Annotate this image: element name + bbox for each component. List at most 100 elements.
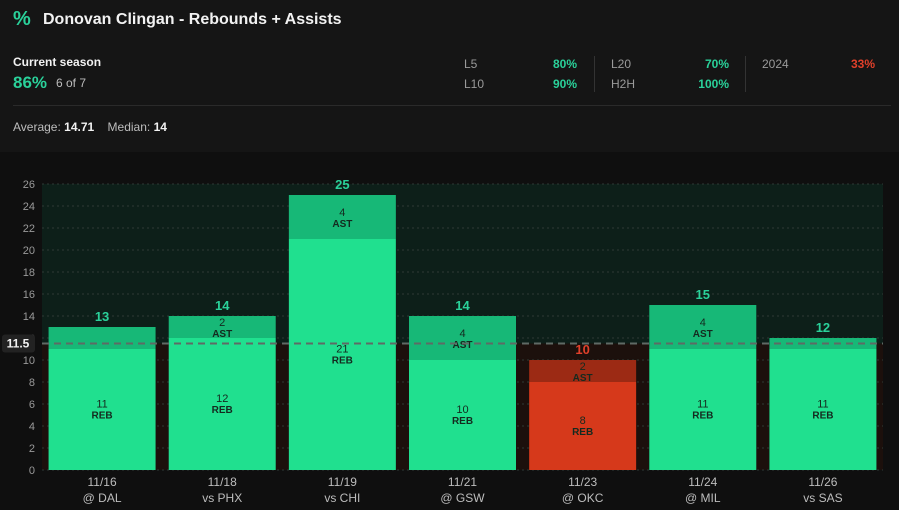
reb-series-label: REB [812, 411, 833, 422]
total-value-label: 13 [95, 309, 109, 324]
bar-segment-ast [529, 360, 637, 382]
reb-series-label: REB [692, 411, 713, 422]
title-row: % Donovan Clingan - Rebounds + Assists [13, 8, 342, 31]
average-value: 14.71 [64, 120, 95, 134]
ast-value-label: 4 [459, 328, 465, 340]
reb-value-label: 10 [456, 404, 468, 416]
y-tick-label: 4 [29, 421, 35, 433]
bar-segment-reb [409, 360, 516, 470]
x-tick-opponent: vs SAS [803, 491, 842, 505]
bar-segment-ast [168, 316, 276, 338]
total-value-label: 14 [215, 298, 230, 313]
split-divider [594, 56, 595, 92]
y-tick-label: 26 [23, 179, 35, 191]
reb-value-label: 11 [697, 399, 708, 411]
reb-value-label: 11 [817, 399, 828, 411]
page-title: Donovan Clingan - Rebounds + Assists [43, 10, 342, 28]
reb-series-label: REB [332, 356, 353, 367]
x-tick-opponent: vs PHX [202, 491, 242, 505]
y-tick-label: 18 [23, 267, 35, 279]
bar-segment-reb [769, 349, 877, 470]
total-value-label: 10 [575, 342, 589, 357]
split-h2h-value: 100% [698, 77, 729, 91]
y-tick-label: 16 [23, 289, 35, 301]
y-tick-label: 2 [29, 443, 35, 455]
reb-value-label: 12 [216, 393, 228, 405]
reb-value-label: 8 [580, 415, 586, 427]
reb-value-label: 11 [96, 399, 107, 411]
season-hit-count: 6 of 7 [56, 76, 87, 90]
threshold-badge [2, 334, 35, 353]
bar-segment-ast [409, 316, 516, 360]
median-value: 14 [153, 120, 167, 134]
x-tick-date: 11/16 [88, 475, 117, 489]
average-label: Average: [13, 120, 61, 134]
split-divider [745, 56, 746, 92]
reb-series-label: REB [92, 411, 113, 422]
split-l10-value: 90% [552, 77, 577, 91]
bar-segment-reb [48, 349, 156, 470]
summary-panel: % Donovan Clingan - Rebounds + Assists C… [0, 0, 899, 152]
ast-series-label: AST [212, 329, 232, 340]
split-2024-label: 2024 [762, 57, 789, 71]
ast-value-label: 4 [700, 317, 706, 329]
average-median-row: Average: 14.71 Median: 14 [13, 120, 167, 134]
reb-series-label: REB [452, 416, 473, 427]
divider [13, 105, 891, 106]
split-2024-value: 33% [850, 57, 875, 71]
x-tick-opponent: @ DAL [83, 491, 122, 505]
split-h2h-label: H2H [611, 77, 636, 91]
ast-series-label: AST [453, 340, 473, 351]
ast-series-label: AST [332, 219, 352, 230]
x-tick-opponent: @ GSW [440, 491, 485, 505]
y-tick-label: 8 [29, 377, 35, 389]
bar-segment-ast [288, 195, 396, 239]
median-label: Median: [107, 120, 151, 134]
reb-series-label: REB [212, 405, 233, 416]
bar-segment-reb [168, 338, 276, 470]
total-value-label: 15 [696, 287, 710, 302]
x-tick-opponent: vs CHI [324, 491, 360, 505]
x-tick-date: 11/21 [448, 475, 477, 489]
reb-value-label: 21 [336, 344, 348, 356]
bar-segment-reb [288, 239, 396, 470]
ast-value-label: 4 [339, 207, 345, 219]
split-l5-value: 80% [552, 57, 577, 71]
split-l5-label: L5 [464, 57, 478, 71]
x-tick-date: 11/24 [688, 475, 717, 489]
threshold-label: 11.5 [7, 337, 30, 351]
y-tick-label: 0 [29, 465, 35, 477]
total-value-label: 12 [816, 320, 830, 335]
split-l20-label: L20 [611, 57, 632, 71]
x-tick-opponent: @ MIL [685, 491, 721, 505]
bar-chart: 0246810121416182022242611REB1311/16@ DAL… [2, 177, 883, 505]
split-l20-value: 70% [704, 57, 729, 71]
season-label: Current season [13, 55, 102, 69]
x-tick-date: 11/26 [808, 475, 837, 489]
y-tick-label: 10 [23, 355, 35, 367]
season-hit-rate: 86% [13, 73, 48, 92]
total-value-label: 14 [455, 298, 470, 313]
bar-segment-ast [649, 305, 757, 349]
bar-segment-reb [649, 349, 757, 470]
y-tick-label: 14 [23, 311, 35, 323]
x-tick-opponent: @ OKC [562, 491, 604, 505]
x-tick-date: 11/18 [208, 475, 237, 489]
bar-segment-ast [48, 327, 156, 349]
y-tick-label: 20 [23, 245, 35, 257]
reb-series-label: REB [572, 427, 593, 438]
y-tick-label: 22 [23, 223, 35, 235]
ast-series-label: AST [693, 329, 713, 340]
x-tick-date: 11/19 [328, 475, 357, 489]
split-l10-label: L10 [464, 77, 485, 91]
chart-area: 0246810121416182022242611REB1311/16@ DAL… [0, 152, 899, 510]
ast-value-label: 2 [580, 361, 586, 373]
ast-value-label: 2 [219, 317, 225, 329]
ast-series-label: AST [573, 373, 593, 384]
bar-segment-reb [529, 382, 637, 470]
x-tick-date: 11/23 [568, 475, 597, 489]
total-value-label: 25 [335, 177, 349, 192]
y-tick-label: 6 [29, 399, 35, 411]
percent-icon: % [13, 8, 31, 30]
y-tick-label: 24 [23, 201, 35, 213]
